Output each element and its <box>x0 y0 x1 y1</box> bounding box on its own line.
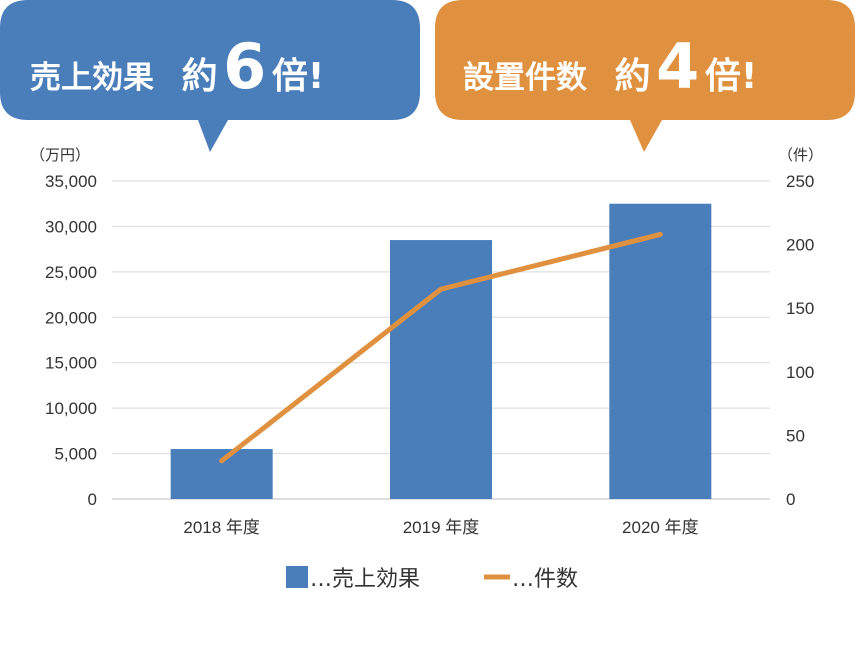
y-left-tick-label: 25,000 <box>45 263 97 282</box>
callout-sales: 売上効果 約 6 倍! <box>0 0 420 152</box>
bar <box>170 449 273 499</box>
y-right-tick-label: 50 <box>786 426 805 445</box>
legend: …売上効果 …件数 <box>286 566 578 592</box>
callout-sales-number: 6 <box>223 30 266 103</box>
callout-installs-suffix: 倍! <box>705 56 757 97</box>
y-left-tick-label: 15,000 <box>45 354 97 373</box>
y-left-ticks: 0 5,000 10,000 15,000 20,000 25,000 30,000 35,0… <box>45 172 97 509</box>
x-category-label: 2018 年度 <box>183 518 260 537</box>
y-right-tick-label: 0 <box>786 490 795 509</box>
x-category-label: 2019 年度 <box>403 518 480 537</box>
y-right-tick-label: 100 <box>786 363 814 382</box>
y-right-tick-label: 200 <box>786 236 814 255</box>
callout-installs-approx: 約 <box>615 56 651 97</box>
callout-sales-approx: 約 <box>182 56 218 97</box>
line-series <box>219 231 663 464</box>
callout-sales-label: 売上効果 <box>30 60 154 96</box>
y-right-ticks: 0 50 100 150 200 250 <box>786 172 814 509</box>
x-category-label: 2020 年度 <box>622 518 699 537</box>
legend-line-label: …件数 <box>512 567 578 592</box>
bar-series <box>170 203 712 500</box>
callout-installs-number: 4 <box>656 30 699 103</box>
y-right-tick-label: 150 <box>786 299 814 318</box>
y-left-tick-label: 5,000 <box>54 445 97 464</box>
callout-sales-suffix: 倍! <box>272 56 324 97</box>
x-category-labels: 2018 年度 2019 年度 2020 年度 <box>183 518 698 537</box>
y-right-unit: （件） <box>778 146 823 164</box>
y-left-tick-label: 0 <box>88 490 97 509</box>
legend-bar-label: …売上効果 <box>310 567 420 592</box>
legend-bar-swatch <box>286 566 308 588</box>
y-right-tick-label: 250 <box>786 172 814 191</box>
bar <box>609 203 712 499</box>
callout-sales-bubble <box>0 0 420 152</box>
y-left-tick-label: 10,000 <box>45 399 97 418</box>
y-left-tick-label: 20,000 <box>45 308 97 327</box>
svg-text:設置件数 約 4 倍!: 設置件数 約 4 倍! <box>463 30 757 103</box>
callout-installs-bubble <box>435 0 855 152</box>
svg-text:売上効果 約 6 倍!: 売上効果 約 6 倍! <box>30 30 324 103</box>
callout-installs-label: 設置件数 <box>463 60 587 96</box>
y-left-tick-label: 35,000 <box>45 172 97 191</box>
y-left-unit: （万円） <box>30 146 90 164</box>
callout-installs: 設置件数 約 4 倍! <box>435 0 855 152</box>
y-left-tick-label: 30,000 <box>45 217 97 236</box>
